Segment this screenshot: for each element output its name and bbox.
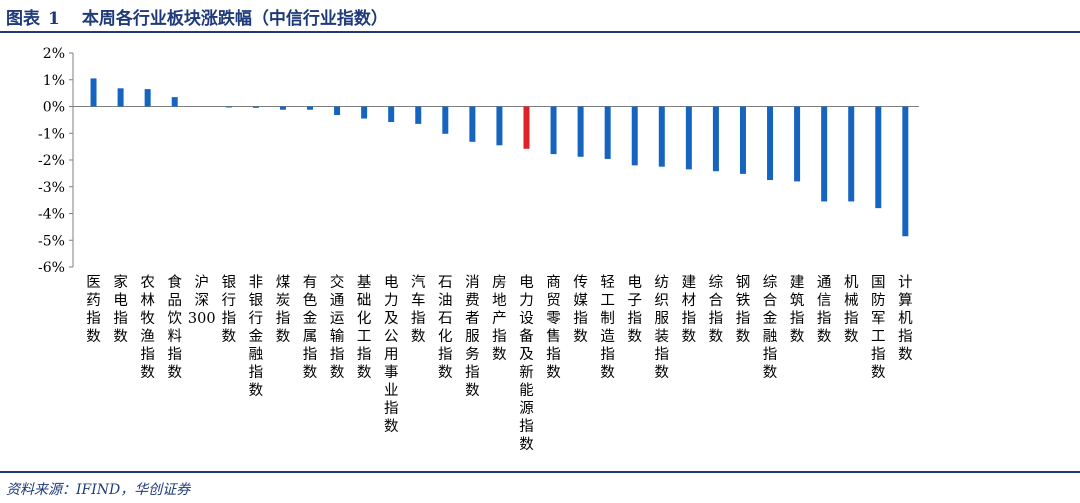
bar (334, 106, 341, 116)
x-category-label: 国防军工指数 (871, 275, 886, 381)
x-category-label: 基础化工指数 (357, 274, 372, 381)
bar (171, 97, 178, 107)
x-category-label: 综合金融指数 (763, 274, 778, 381)
bar (90, 78, 97, 107)
y-tick-label: 1% (43, 73, 65, 89)
bar (875, 106, 882, 209)
bar (712, 106, 719, 172)
bar-chart: 2% 1% 0% -1% -2% -3% -4% -5% -6% 医药指数家电指数农林牧渔指数食品… (38, 46, 919, 453)
y-tick-label: -6% (38, 260, 65, 276)
figure-label: 图表 (6, 9, 40, 29)
x-category-label: 房地产指数 (492, 274, 507, 363)
bar (307, 106, 314, 110)
x-category-label: 消费者服务指数 (465, 274, 480, 399)
bar (604, 106, 611, 159)
y-tick-label: -3% (38, 180, 65, 196)
figure-title: 图表 1 本周各行业板块涨跌幅（中信行业指数） (6, 4, 388, 29)
x-category-label: 计算机指数 (898, 274, 913, 363)
bar (848, 106, 855, 202)
bar (252, 106, 259, 108)
y-tick-label: -4% (38, 207, 65, 223)
y-tick-label: -2% (38, 153, 65, 169)
bar (550, 106, 557, 155)
bar (442, 106, 449, 134)
bar (767, 106, 774, 181)
title-rule (0, 31, 1080, 33)
bar (902, 106, 909, 237)
bar (279, 106, 286, 110)
bar (388, 106, 395, 123)
y-tick-label: 2% (43, 46, 65, 62)
x-category-label: 电力设备及新能源指数 (519, 274, 534, 453)
bar (658, 106, 665, 167)
x-category-label: 传媒指数 (573, 274, 588, 345)
figure-title-text: 本周各行业板块涨跌幅（中信行业指数） (81, 9, 388, 29)
bar (821, 106, 828, 202)
x-category-label: 医药指数 (86, 275, 101, 345)
y-tick-label: -1% (38, 126, 65, 142)
x-category-label: 食品饮料指数 (167, 274, 182, 381)
bar (225, 106, 232, 108)
bar (794, 106, 801, 182)
x-category-label: 交通运输指数 (330, 273, 345, 381)
source-note: 资料来源：IFIND，华创证券 (6, 482, 191, 498)
x-category-label: 有色金属指数 (303, 274, 318, 381)
bar (469, 106, 476, 142)
bar (144, 89, 151, 107)
x-category-label: 商贸零售指数 (546, 274, 561, 381)
bar (523, 106, 530, 149)
x-category-label: 机械指数 (844, 274, 859, 345)
x-category-label: 汽车指数 (411, 274, 426, 345)
x-category-label: 钢铁指数 (736, 274, 751, 345)
bar (117, 88, 124, 107)
x-category-label: 农林牧渔指数 (140, 274, 155, 381)
x-category-label: 纺织服装指数 (655, 274, 670, 381)
bar (739, 106, 746, 174)
x-category-label: 建材指数 (682, 274, 697, 345)
x-category-label: 建筑指数 (790, 274, 805, 345)
x-category-label: 电子指数 (627, 274, 642, 345)
x-category-label: 沪深 300 (188, 274, 216, 327)
y-tick-label: -5% (38, 233, 65, 249)
y-tick-label: 0% (43, 100, 65, 116)
bar (685, 106, 692, 170)
bar (361, 106, 368, 119)
x-category-label: 非银行金融指数 (249, 274, 264, 399)
figure-number: 1 (48, 9, 60, 29)
bar (631, 106, 638, 166)
x-category-label: 煤炭指数 (276, 274, 291, 345)
bar (577, 106, 584, 157)
x-category-label: 银行指数 (222, 274, 237, 345)
x-category-label: 通信指数 (817, 274, 832, 345)
bar (415, 106, 422, 124)
x-category-label: 综合指数 (709, 274, 724, 345)
x-category-label: 家电指数 (113, 274, 128, 345)
x-category-label: 电力及公用事业指数 (384, 274, 399, 435)
x-category-label: 石油石化指数 (438, 275, 453, 381)
x-category-label: 轻工制造指数 (600, 274, 615, 381)
source-rule (0, 471, 1080, 473)
bar (496, 106, 503, 146)
